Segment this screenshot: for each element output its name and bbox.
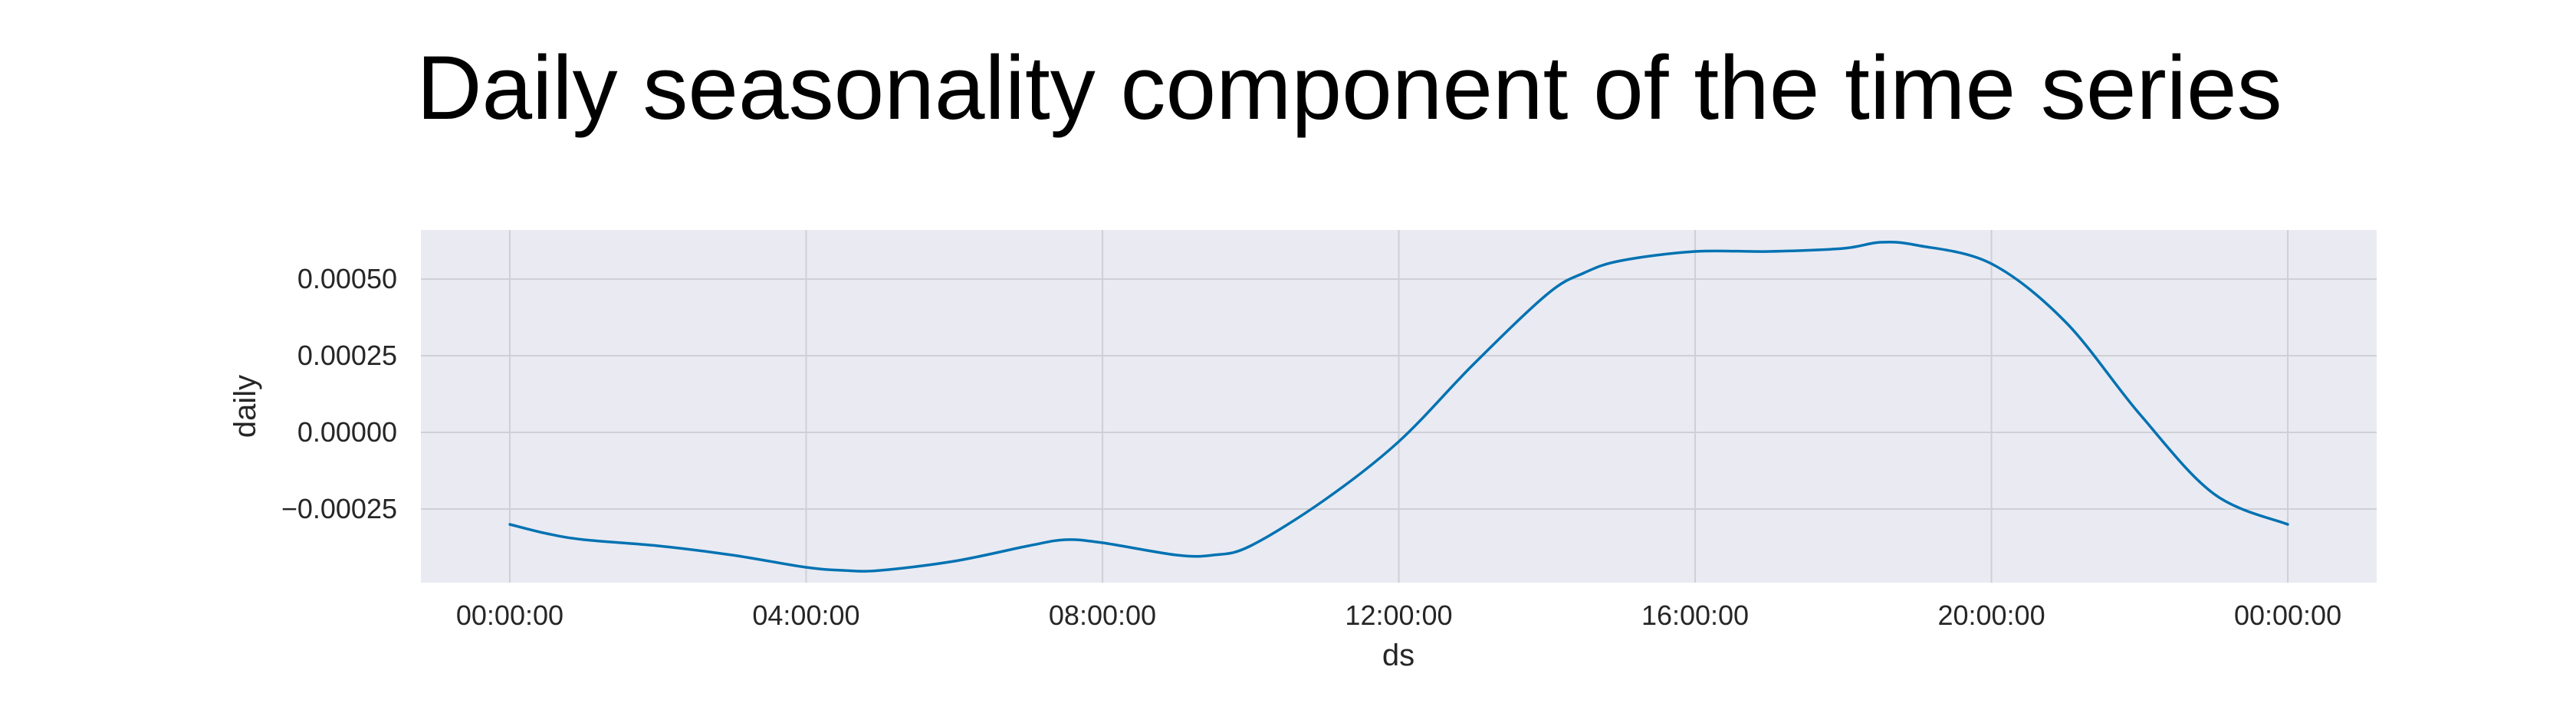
- y-tick-labels: 0.00050 0.00025 0.00000 −0.00025: [281, 263, 397, 524]
- daily-series-line: [508, 240, 2289, 573]
- y-tick-label: 0.00050: [297, 263, 397, 294]
- x-tick-label: 08:00:00: [1049, 600, 1156, 631]
- chart-title: Daily seasonality component of the time …: [416, 38, 2282, 139]
- grid-lines: [421, 230, 2377, 583]
- x-tick-label: 16:00:00: [1641, 600, 1749, 631]
- x-tick-label: 20:00:00: [1937, 600, 2045, 631]
- y-tick-label: 0.00000: [297, 416, 397, 448]
- series-layer: [508, 240, 2289, 573]
- x-tick-label: 12:00:00: [1345, 600, 1452, 631]
- x-tick-label: 00:00:00: [456, 600, 564, 631]
- x-tick-label: 00:00:00: [2234, 600, 2341, 631]
- y-axis-label: daily: [228, 375, 262, 438]
- x-tick-labels: 00:00:00 04:00:00 08:00:00 12:00:00 16:00:00…: [456, 600, 2341, 631]
- y-tick-label: 0.00025: [297, 340, 397, 371]
- x-tick-label: 04:00:00: [752, 600, 859, 631]
- y-tick-label: −0.00025: [281, 493, 397, 524]
- x-axis-label: ds: [1382, 639, 1414, 672]
